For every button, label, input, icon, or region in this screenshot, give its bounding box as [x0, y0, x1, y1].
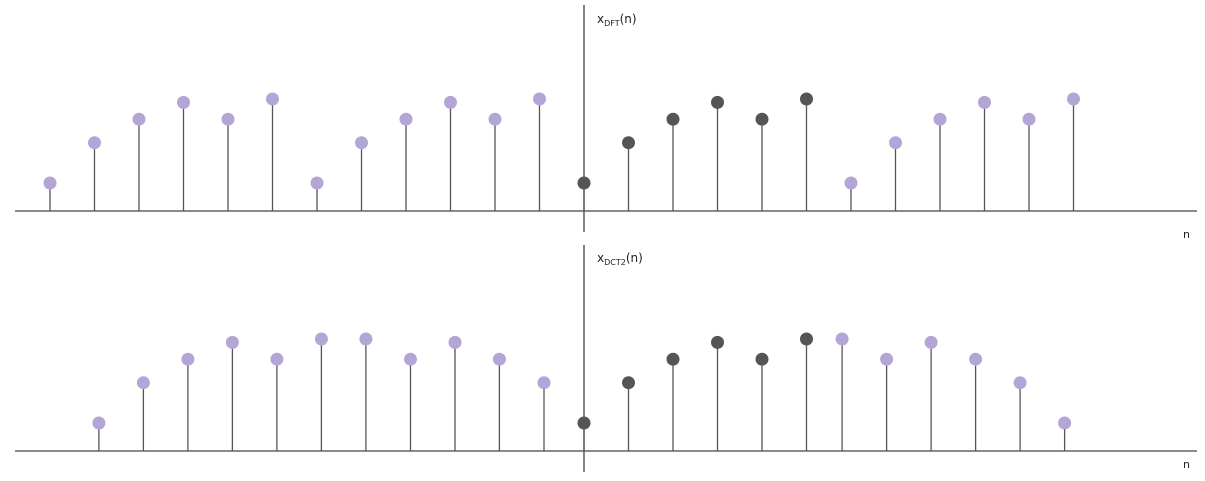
dft-periodic-extension-marker — [889, 136, 902, 150]
dft-periodic-extension-marker — [978, 95, 991, 109]
dct2-symmetric-extension-marker — [537, 376, 551, 390]
dct2-symmetric-extension-marker — [359, 332, 373, 346]
dct2-symmetric-extension-marker — [835, 332, 849, 346]
dft-periodic-extension-marker — [221, 112, 235, 126]
dct2-symmetric-extension-marker — [181, 352, 195, 366]
dft-periodic-extension-marker — [1022, 112, 1036, 126]
dct2-symmetric-extension-marker — [492, 352, 506, 366]
dft-periodic-extension-marker — [1067, 92, 1080, 106]
dft-original-marker — [666, 112, 680, 126]
dft-x-axis-label: n — [1183, 228, 1190, 241]
dft-original-marker — [577, 176, 591, 190]
dft-periodic-extension-marker — [43, 176, 57, 190]
dft-periodic-extension-marker — [132, 112, 146, 126]
dft-periodic-extension-marker — [88, 136, 101, 150]
dct2-symmetric-extension-marker — [270, 352, 284, 366]
dct2-original-marker — [577, 416, 591, 430]
dft-original-marker — [622, 136, 635, 150]
dct2-symmetric-extension-marker — [924, 335, 938, 349]
dct2-symmetric-extension-marker — [880, 352, 894, 366]
dct2-markers — [92, 332, 1072, 430]
dft-periodic-extension-marker — [177, 95, 190, 109]
dct2-symmetric-extension-marker — [969, 352, 983, 366]
dft-original-marker — [755, 112, 769, 126]
dct2-stem-plot: xDCT2(n) n — [15, 245, 1197, 472]
dft-periodic-extension-marker — [444, 95, 457, 109]
dct2-symmetric-extension-marker — [1013, 376, 1027, 390]
dft-stem-plot: xDFT(n) n — [15, 5, 1197, 241]
dct2-x-axis-label: n — [1183, 458, 1190, 471]
dct2-stems — [98, 339, 1066, 451]
dft-periodic-extension-marker — [533, 92, 546, 106]
dft-original-marker — [711, 95, 724, 109]
dct2-original-marker — [711, 335, 724, 349]
dft-periodic-extension-marker — [933, 112, 947, 126]
dft-periodic-extension-marker — [266, 92, 279, 106]
dft-periodic-extension-marker — [844, 176, 858, 190]
dft-periodic-extension-marker — [355, 136, 368, 150]
dft-original-marker — [800, 92, 813, 106]
dft-periodic-extension-marker — [310, 176, 324, 190]
dct2-symmetric-extension-marker — [92, 416, 106, 430]
dct2-symmetric-extension-marker — [314, 332, 328, 346]
dct2-original-marker — [800, 332, 813, 346]
dct2-symmetric-extension-marker — [1058, 416, 1072, 430]
dft-markers — [43, 92, 1080, 190]
dct2-symmetric-extension-marker — [225, 335, 239, 349]
dft-periodic-extension-marker — [488, 112, 502, 126]
dct2-original-marker — [622, 376, 635, 390]
dct2-symmetric-extension-marker — [448, 335, 462, 349]
dft-periodic-extension-marker — [399, 112, 413, 126]
dct2-y-axis-label: xDCT2(n) — [597, 251, 643, 267]
dft-stems — [49, 99, 1075, 211]
dft-y-axis-label: xDFT(n) — [597, 12, 637, 28]
dct2-original-marker — [666, 352, 680, 366]
dct2-symmetric-extension-marker — [136, 376, 150, 390]
dct2-symmetric-extension-marker — [404, 352, 417, 366]
dct2-original-marker — [755, 352, 769, 366]
